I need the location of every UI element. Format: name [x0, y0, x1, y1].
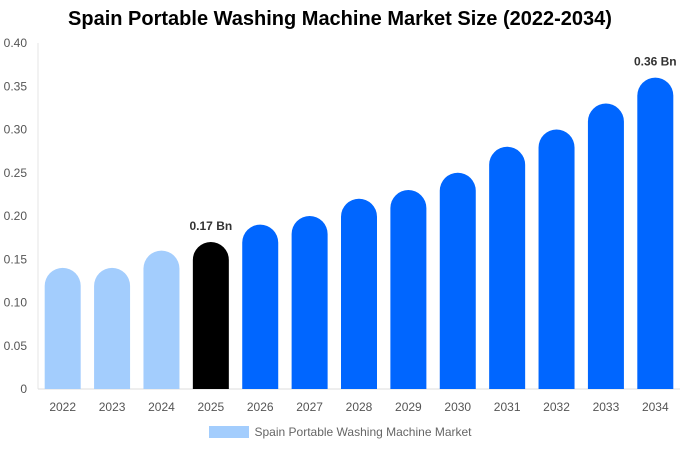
bar-2029: [390, 190, 427, 389]
bar-2033: [587, 103, 624, 390]
bar-2027: [291, 216, 328, 389]
y-tick-label: 0.30: [4, 123, 28, 137]
bar-2030: [439, 172, 476, 389]
bar-2022: [44, 267, 81, 389]
x-tick-label: 2033: [593, 400, 620, 414]
bar-2034: [637, 77, 674, 389]
x-tick-label: 2030: [444, 400, 471, 414]
y-tick-label: 0.05: [4, 339, 28, 353]
legend: Spain Portable Washing Machine Market: [0, 425, 680, 439]
y-tick-label: 0.35: [4, 79, 28, 93]
x-tick-label: 2026: [247, 400, 274, 414]
x-tick-label: 2028: [346, 400, 373, 414]
bar-2028: [341, 198, 377, 389]
y-tick-label: 0.15: [4, 252, 28, 266]
x-tick-label: 2024: [148, 400, 175, 414]
x-tick-label: 2032: [543, 400, 570, 414]
data-label-2025: 0.17 Bn: [190, 219, 233, 233]
bar-2024: [143, 250, 180, 389]
x-tick-label: 2034: [642, 400, 669, 414]
x-tick-label: 2023: [99, 400, 126, 414]
data-label-2034: 0.36 Bn: [634, 55, 677, 69]
bar-2025: [192, 241, 229, 389]
chart-title: Spain Portable Washing Machine Market Si…: [68, 8, 612, 30]
y-tick-label: 0: [20, 382, 27, 396]
legend-label: Spain Portable Washing Machine Market: [254, 425, 472, 439]
x-tick-label: 2022: [49, 400, 76, 414]
y-tick-label: 0.40: [4, 36, 28, 50]
x-tick-label: 2025: [197, 400, 224, 414]
x-tick-label: 2027: [296, 400, 323, 414]
y-tick-label: 0.20: [4, 209, 28, 223]
bar-2032: [538, 129, 575, 389]
bar-2031: [489, 146, 526, 389]
bar-2023: [94, 267, 131, 389]
y-tick-label: 0.10: [4, 296, 28, 310]
y-tick-label: 0.25: [4, 166, 28, 180]
bar-2026: [242, 224, 279, 389]
x-tick-label: 2029: [395, 400, 422, 414]
x-tick-label: 2031: [494, 400, 521, 414]
legend-swatch: [208, 426, 249, 438]
